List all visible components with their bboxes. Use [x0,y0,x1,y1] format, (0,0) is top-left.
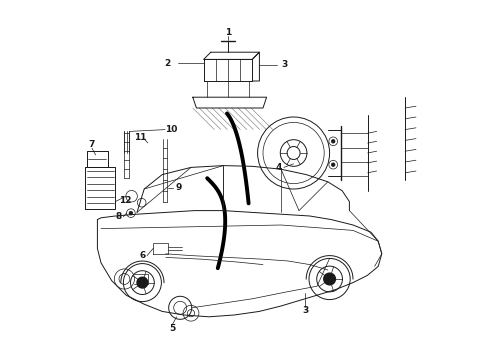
Text: 4: 4 [276,163,282,172]
Text: 3: 3 [302,306,309,315]
Text: 6: 6 [139,251,146,260]
Circle shape [331,139,335,143]
Circle shape [129,211,133,215]
Text: 2: 2 [165,59,171,68]
Circle shape [324,273,336,285]
Circle shape [331,163,335,167]
Text: 11: 11 [134,133,147,142]
Text: 9: 9 [175,184,182,193]
Text: 12: 12 [119,196,132,205]
Text: 3: 3 [281,60,288,69]
Text: 5: 5 [169,324,175,333]
Text: 7: 7 [89,140,95,149]
Circle shape [137,277,148,288]
Text: 10: 10 [165,125,177,134]
Text: 8: 8 [115,212,122,221]
Text: 1: 1 [225,28,231,37]
